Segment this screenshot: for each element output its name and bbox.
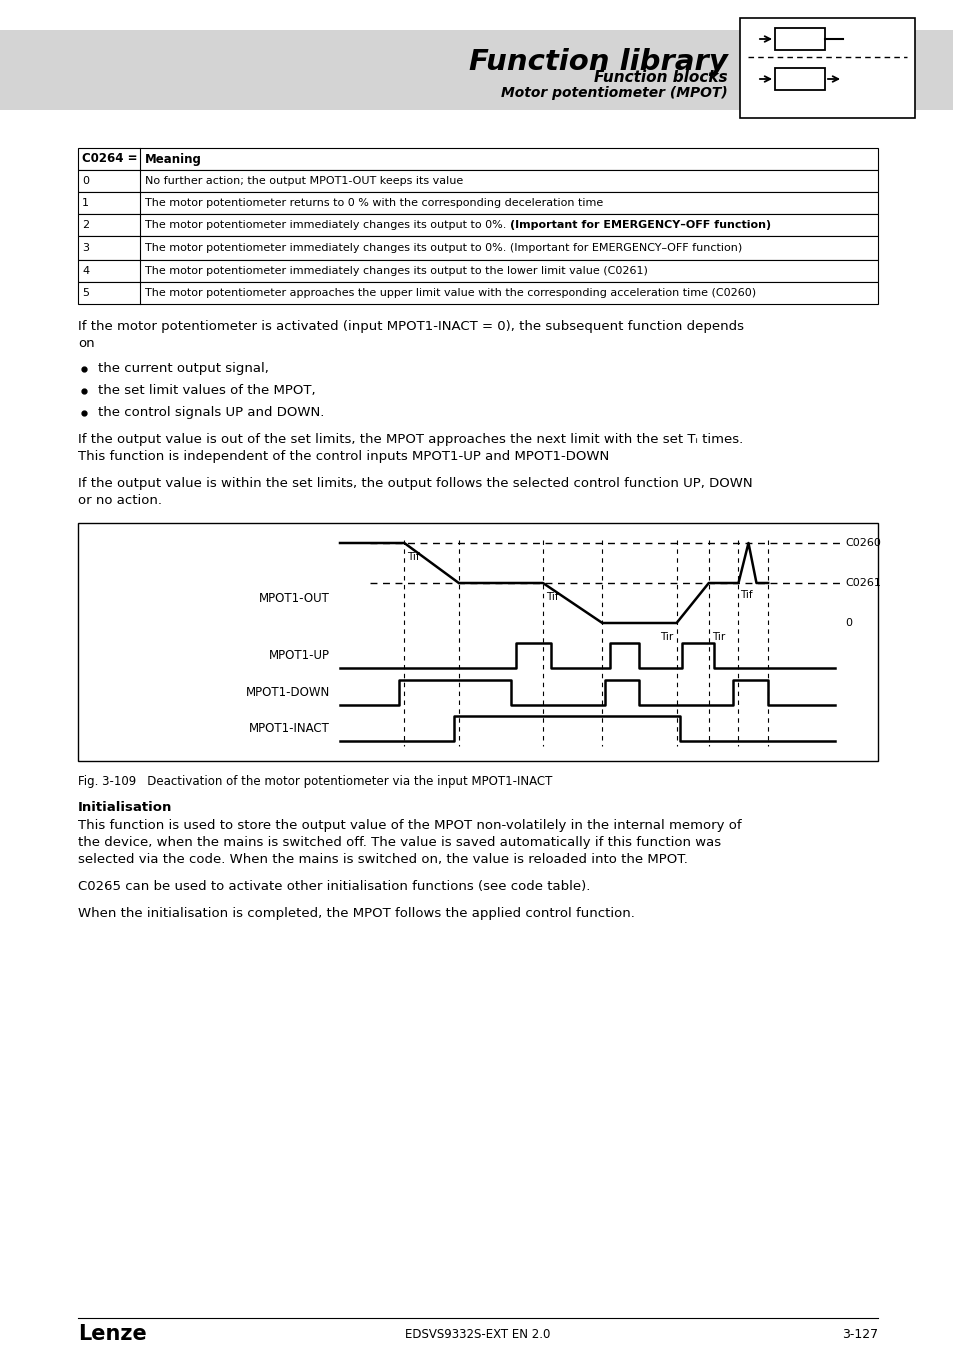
Text: Tir: Tir (711, 632, 724, 643)
Text: selected via the code. When the mains is switched on, the value is reloaded into: selected via the code. When the mains is… (78, 853, 687, 865)
Text: 0: 0 (844, 618, 851, 628)
Text: This function is used to store the output value of the MPOT non-volatilely in th: This function is used to store the outpu… (78, 819, 740, 832)
Bar (774, 68, 824, 90)
Text: the device, when the mains is switched off. The value is saved automatically if : the device, when the mains is switched o… (78, 836, 720, 849)
Bar (740, 18, 914, 117)
Text: on: on (78, 338, 94, 350)
Text: 5: 5 (82, 288, 89, 298)
Text: Tir: Tir (659, 632, 673, 643)
Text: 3-127: 3-127 (841, 1327, 877, 1341)
Text: The motor potentiometer immediately changes its output to the lower limit value : The motor potentiometer immediately chan… (145, 266, 647, 275)
Text: the control signals UP and DOWN.: the control signals UP and DOWN. (98, 406, 324, 418)
Bar (78, 236, 877, 261)
Text: C0264 =: C0264 = (82, 153, 137, 166)
Text: MPOT1-UP: MPOT1-UP (269, 649, 330, 662)
Bar (78, 192, 877, 215)
Text: 0: 0 (82, 176, 89, 186)
Text: Fig. 3-109: Fig. 3-109 (78, 775, 136, 788)
Text: Tif: Tif (545, 593, 558, 602)
Text: The motor potentiometer immediately changes its output to 0%. (Important for EME: The motor potentiometer immediately chan… (145, 243, 741, 252)
Bar (78, 148, 877, 170)
Text: EDSVS9332S-EXT EN 2.0: EDSVS9332S-EXT EN 2.0 (405, 1327, 550, 1341)
Text: (Important for EMERGENCY–OFF function): (Important for EMERGENCY–OFF function) (509, 220, 770, 230)
Text: the current output signal,: the current output signal, (98, 362, 269, 375)
Text: If the output value is within the set limits, the output follows the selected co: If the output value is within the set li… (78, 477, 752, 490)
Text: No further action; the output MPOT1-OUT keeps its value: No further action; the output MPOT1-OUT … (145, 176, 463, 186)
Text: Function blocks: Function blocks (594, 70, 727, 85)
Text: MPOT1-INACT: MPOT1-INACT (249, 722, 330, 734)
Text: Tif: Tif (740, 590, 752, 599)
Text: The motor potentiometer returns to 0 % with the corresponding deceleration time: The motor potentiometer returns to 0 % w… (145, 198, 602, 208)
Bar (78, 261, 877, 282)
Text: Lenze: Lenze (78, 1324, 147, 1345)
Text: 2: 2 (82, 220, 89, 230)
Text: or no action.: or no action. (78, 494, 162, 508)
Text: MPOT1-DOWN: MPOT1-DOWN (246, 686, 330, 699)
Text: 1: 1 (82, 198, 89, 208)
Text: 4: 4 (82, 266, 89, 275)
Text: Initialisation: Initialisation (78, 801, 172, 814)
Bar (78, 522, 877, 761)
Text: The motor potentiometer immediately changes its output to 0%.: The motor potentiometer immediately chan… (145, 220, 509, 230)
Bar (78, 282, 877, 304)
Text: This function is independent of the control inputs MPOT1-UP and MPOT1-DOWN: This function is independent of the cont… (78, 450, 609, 463)
Text: MPOT1-OUT: MPOT1-OUT (259, 591, 330, 605)
Text: When the initialisation is completed, the MPOT follows the applied control funct: When the initialisation is completed, th… (78, 907, 634, 919)
Text: Function library: Function library (469, 49, 727, 76)
Text: C0261: C0261 (844, 578, 880, 589)
Bar (774, 28, 824, 50)
Bar (78, 170, 877, 192)
Text: the set limit values of the MPOT,: the set limit values of the MPOT, (98, 383, 315, 397)
Text: Tif: Tif (407, 552, 419, 562)
Text: Deactivation of the motor potentiometer via the input MPOT1-INACT: Deactivation of the motor potentiometer … (136, 775, 552, 788)
Bar (78, 215, 877, 236)
Text: If the output value is out of the set limits, the MPOT approaches the next limit: If the output value is out of the set li… (78, 433, 742, 446)
Bar (0, 30, 953, 109)
Text: Meaning: Meaning (145, 153, 202, 166)
Text: Motor potentiometer (MPOT): Motor potentiometer (MPOT) (500, 86, 727, 100)
Text: The motor potentiometer approaches the upper limit value with the corresponding : The motor potentiometer approaches the u… (145, 288, 756, 298)
Text: C0265 can be used to activate other initialisation functions (see code table).: C0265 can be used to activate other init… (78, 880, 590, 892)
Text: C0260: C0260 (844, 539, 880, 548)
Text: 3: 3 (82, 243, 89, 252)
Text: If the motor potentiometer is activated (input MPOT1-INACT = 0), the subsequent : If the motor potentiometer is activated … (78, 320, 743, 333)
